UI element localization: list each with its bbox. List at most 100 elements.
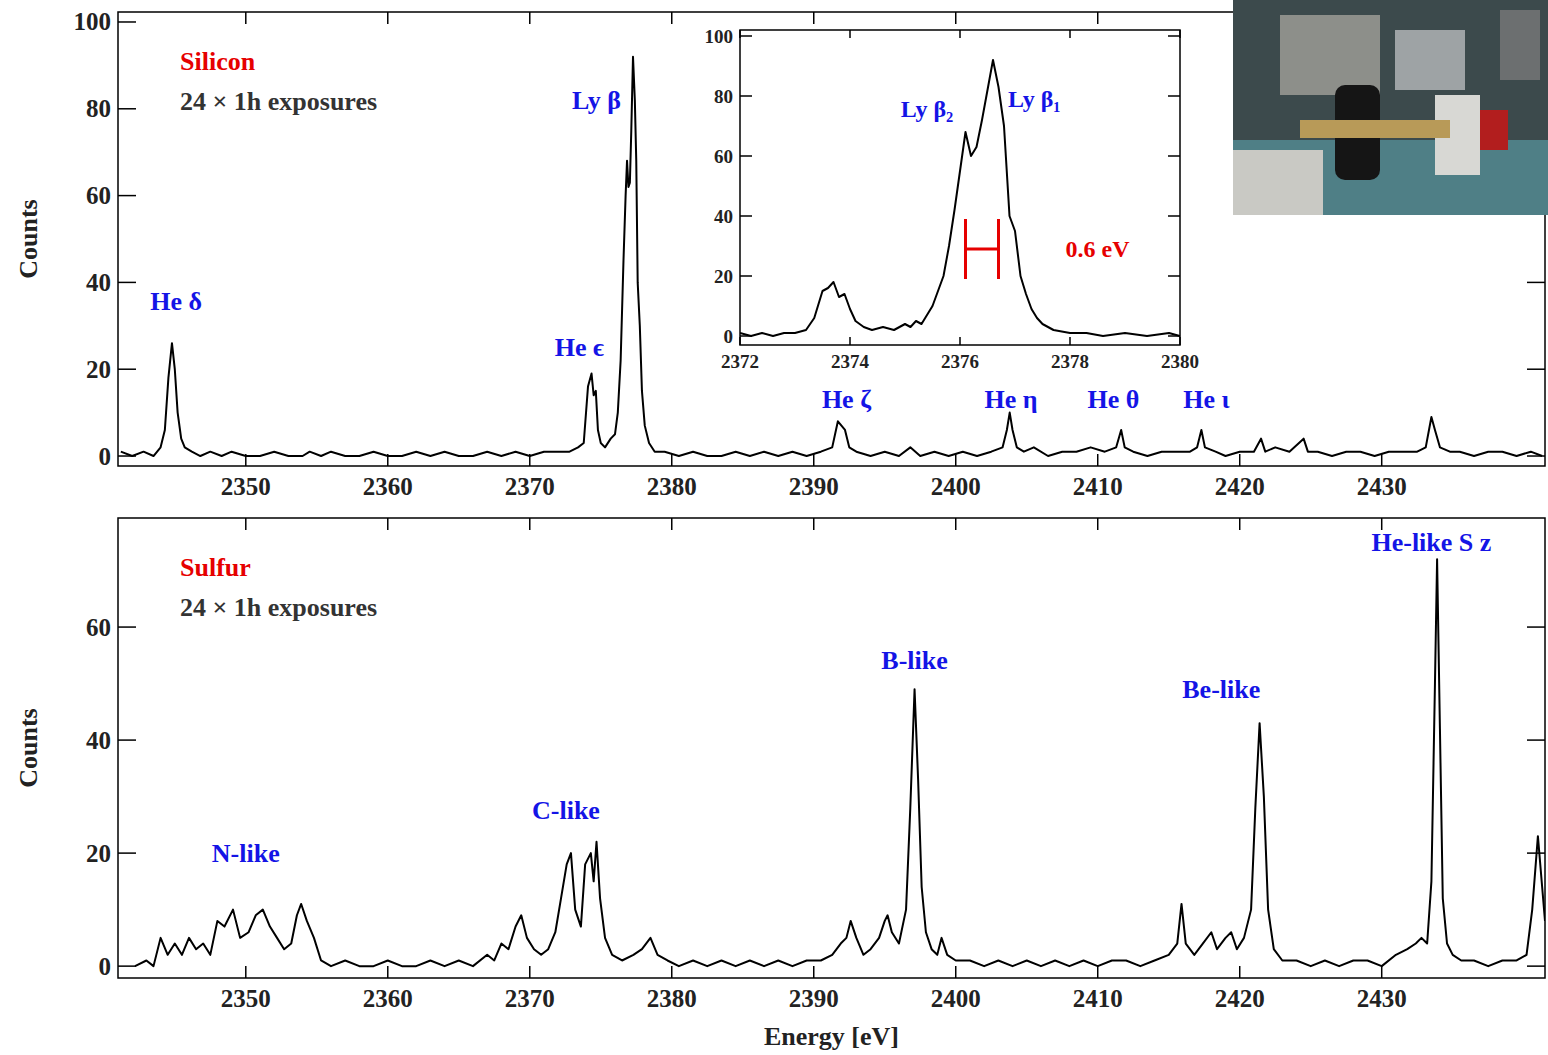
y-axis-title: Counts xyxy=(14,199,43,278)
x-tick-top xyxy=(1239,518,1241,530)
x-tick xyxy=(1381,454,1383,466)
y-tick xyxy=(740,335,752,337)
y-tick-right xyxy=(1527,368,1545,370)
y-tick-label: 80 xyxy=(86,95,111,122)
x-tick-label: 2400 xyxy=(931,985,981,1012)
y-tick xyxy=(118,108,136,110)
y-tick-right xyxy=(1527,455,1545,457)
y-tick-label: 20 xyxy=(86,840,111,867)
x-tick-label: 2350 xyxy=(221,985,271,1012)
x-tick xyxy=(1239,966,1241,978)
x-tick-label: 2374 xyxy=(831,351,870,372)
y-tick xyxy=(118,282,136,284)
scale-bar xyxy=(966,219,999,279)
y-tick-right xyxy=(1527,852,1545,854)
x-tick-top xyxy=(1179,30,1181,38)
x-tick-top xyxy=(245,12,247,24)
y-tick xyxy=(118,965,136,967)
peak-label: He δ xyxy=(150,287,202,316)
x-tick-label: 2410 xyxy=(1073,985,1123,1012)
peak-label: Be-like xyxy=(1182,675,1260,704)
x-tick xyxy=(1097,454,1099,466)
photo xyxy=(1233,0,1548,215)
x-tick-label: 2380 xyxy=(647,985,697,1012)
panel-title: Silicon xyxy=(180,47,256,76)
x-tick xyxy=(1097,966,1099,978)
x-tick-top xyxy=(959,30,961,38)
y-tick xyxy=(740,95,752,97)
y-tick xyxy=(118,195,136,197)
x-tick-label: 2360 xyxy=(363,473,413,500)
y-tick-label: 60 xyxy=(86,614,111,641)
photo-part xyxy=(1500,10,1540,80)
peak-label: N-like xyxy=(212,839,280,868)
x-tick-top xyxy=(1069,30,1071,38)
y-tick-right xyxy=(1527,626,1545,628)
x-tick xyxy=(387,966,389,978)
y-tick xyxy=(118,21,136,23)
x-tick xyxy=(529,966,531,978)
y-tick-label: 60 xyxy=(714,146,733,167)
photo-box xyxy=(1233,150,1323,215)
x-tick xyxy=(671,454,673,466)
panel-title: Sulfur xyxy=(180,553,251,582)
x-tick-label: 2410 xyxy=(1073,473,1123,500)
plot-area xyxy=(740,60,1180,336)
frame xyxy=(740,30,1180,345)
x-tick xyxy=(849,337,851,345)
panel-subtitle: 24 × 1h exposures xyxy=(180,87,377,116)
y-tick-label: 40 xyxy=(714,206,733,227)
peak-label: C-like xyxy=(532,796,600,825)
peak-label: He ϵ xyxy=(555,333,604,362)
x-tick-top xyxy=(1097,12,1099,24)
y-tick-right xyxy=(1168,35,1180,37)
x-tick-top xyxy=(671,12,673,24)
photo-chamber xyxy=(1395,30,1465,90)
x-tick xyxy=(1069,337,1071,345)
panel-2: 23722374237623782380020406080100Ly β₂Ly … xyxy=(685,26,1200,382)
y-tick-label: 100 xyxy=(705,26,734,47)
x-tick-label: 2390 xyxy=(789,473,839,500)
x-tick-label: 2430 xyxy=(1357,473,1407,500)
x-tick-label: 2420 xyxy=(1215,985,1265,1012)
x-tick-label: 2376 xyxy=(941,351,979,372)
photo-floor xyxy=(1233,140,1548,215)
scale-bar-line xyxy=(966,248,999,251)
x-tick xyxy=(959,337,961,345)
y-tick-label: 0 xyxy=(724,326,734,347)
frame xyxy=(118,518,1545,978)
x-tick-top xyxy=(245,518,247,530)
peak-label: Ly β xyxy=(572,86,621,115)
x-tick xyxy=(739,337,741,345)
y-tick-right xyxy=(1168,335,1180,337)
inset-background xyxy=(685,26,1200,381)
y-tick xyxy=(740,155,752,157)
panel-1: 2350236023702380239024002410242024300204… xyxy=(14,518,1546,1051)
x-tick-label: 2400 xyxy=(931,473,981,500)
x-tick-label: 2390 xyxy=(789,985,839,1012)
y-tick-right xyxy=(1168,275,1180,277)
x-tick-label: 2378 xyxy=(1051,351,1089,372)
peak-label: Ly β₁ xyxy=(1008,86,1061,112)
y-tick-right xyxy=(1168,95,1180,97)
x-tick xyxy=(955,454,957,466)
figure: 2350236023702380239024002410242024300204… xyxy=(0,0,1548,1055)
x-tick-label: 2360 xyxy=(363,985,413,1012)
y-tick-label: 0 xyxy=(99,443,112,470)
spectrum-line xyxy=(740,60,1180,336)
x-tick xyxy=(1179,337,1181,345)
y-tick xyxy=(118,739,136,741)
x-tick-label: 2430 xyxy=(1357,985,1407,1012)
photo-bg xyxy=(1233,0,1548,215)
y-tick-label: 60 xyxy=(86,182,111,209)
y-tick-right xyxy=(1168,155,1180,157)
x-tick-top xyxy=(813,518,815,530)
x-tick-top xyxy=(529,12,531,24)
y-tick-label: 40 xyxy=(86,727,111,754)
y-tick xyxy=(740,35,752,37)
y-tick xyxy=(740,215,752,217)
x-tick-top xyxy=(955,518,957,530)
x-axis-title: Energy [eV] xyxy=(764,1022,899,1051)
peak-label: 0.6 eV xyxy=(1066,236,1131,262)
x-tick-label: 2380 xyxy=(1161,351,1199,372)
